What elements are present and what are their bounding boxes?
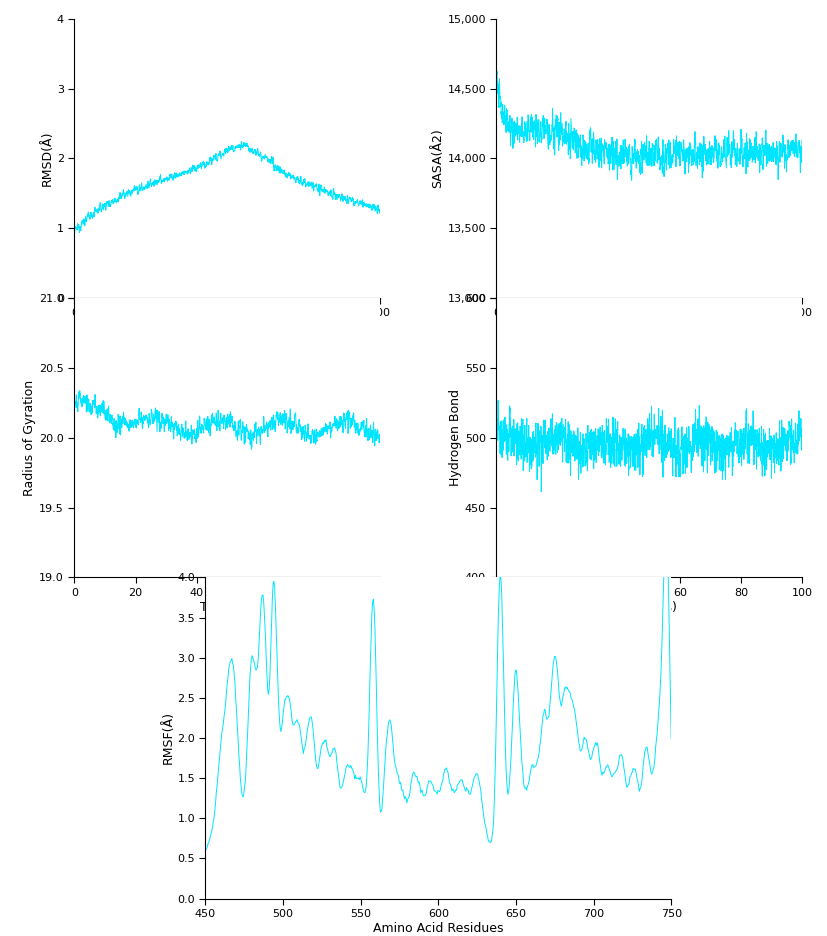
X-axis label: Time(ns): Time(ns)	[622, 321, 676, 334]
Text: (c): (c)	[212, 655, 243, 676]
Y-axis label: SASA(Å2): SASA(Å2)	[432, 128, 445, 188]
X-axis label: Time(ns): Time(ns)	[200, 321, 255, 334]
Text: (a): (a)	[211, 376, 244, 396]
X-axis label: Amino Acid Residues: Amino Acid Residues	[373, 922, 504, 935]
X-axis label: Time(ns): Time(ns)	[622, 601, 676, 613]
Y-axis label: RMSF(Å): RMSF(Å)	[161, 711, 174, 765]
X-axis label: Time(ns): Time(ns)	[200, 601, 255, 613]
Y-axis label: Radius of Gyration: Radius of Gyration	[23, 380, 36, 496]
Text: (d): (d)	[633, 655, 667, 676]
Y-axis label: RMSD(Å): RMSD(Å)	[41, 131, 54, 186]
Y-axis label: Hydrogen Bond: Hydrogen Bond	[449, 389, 462, 486]
Text: (b): (b)	[633, 376, 667, 396]
